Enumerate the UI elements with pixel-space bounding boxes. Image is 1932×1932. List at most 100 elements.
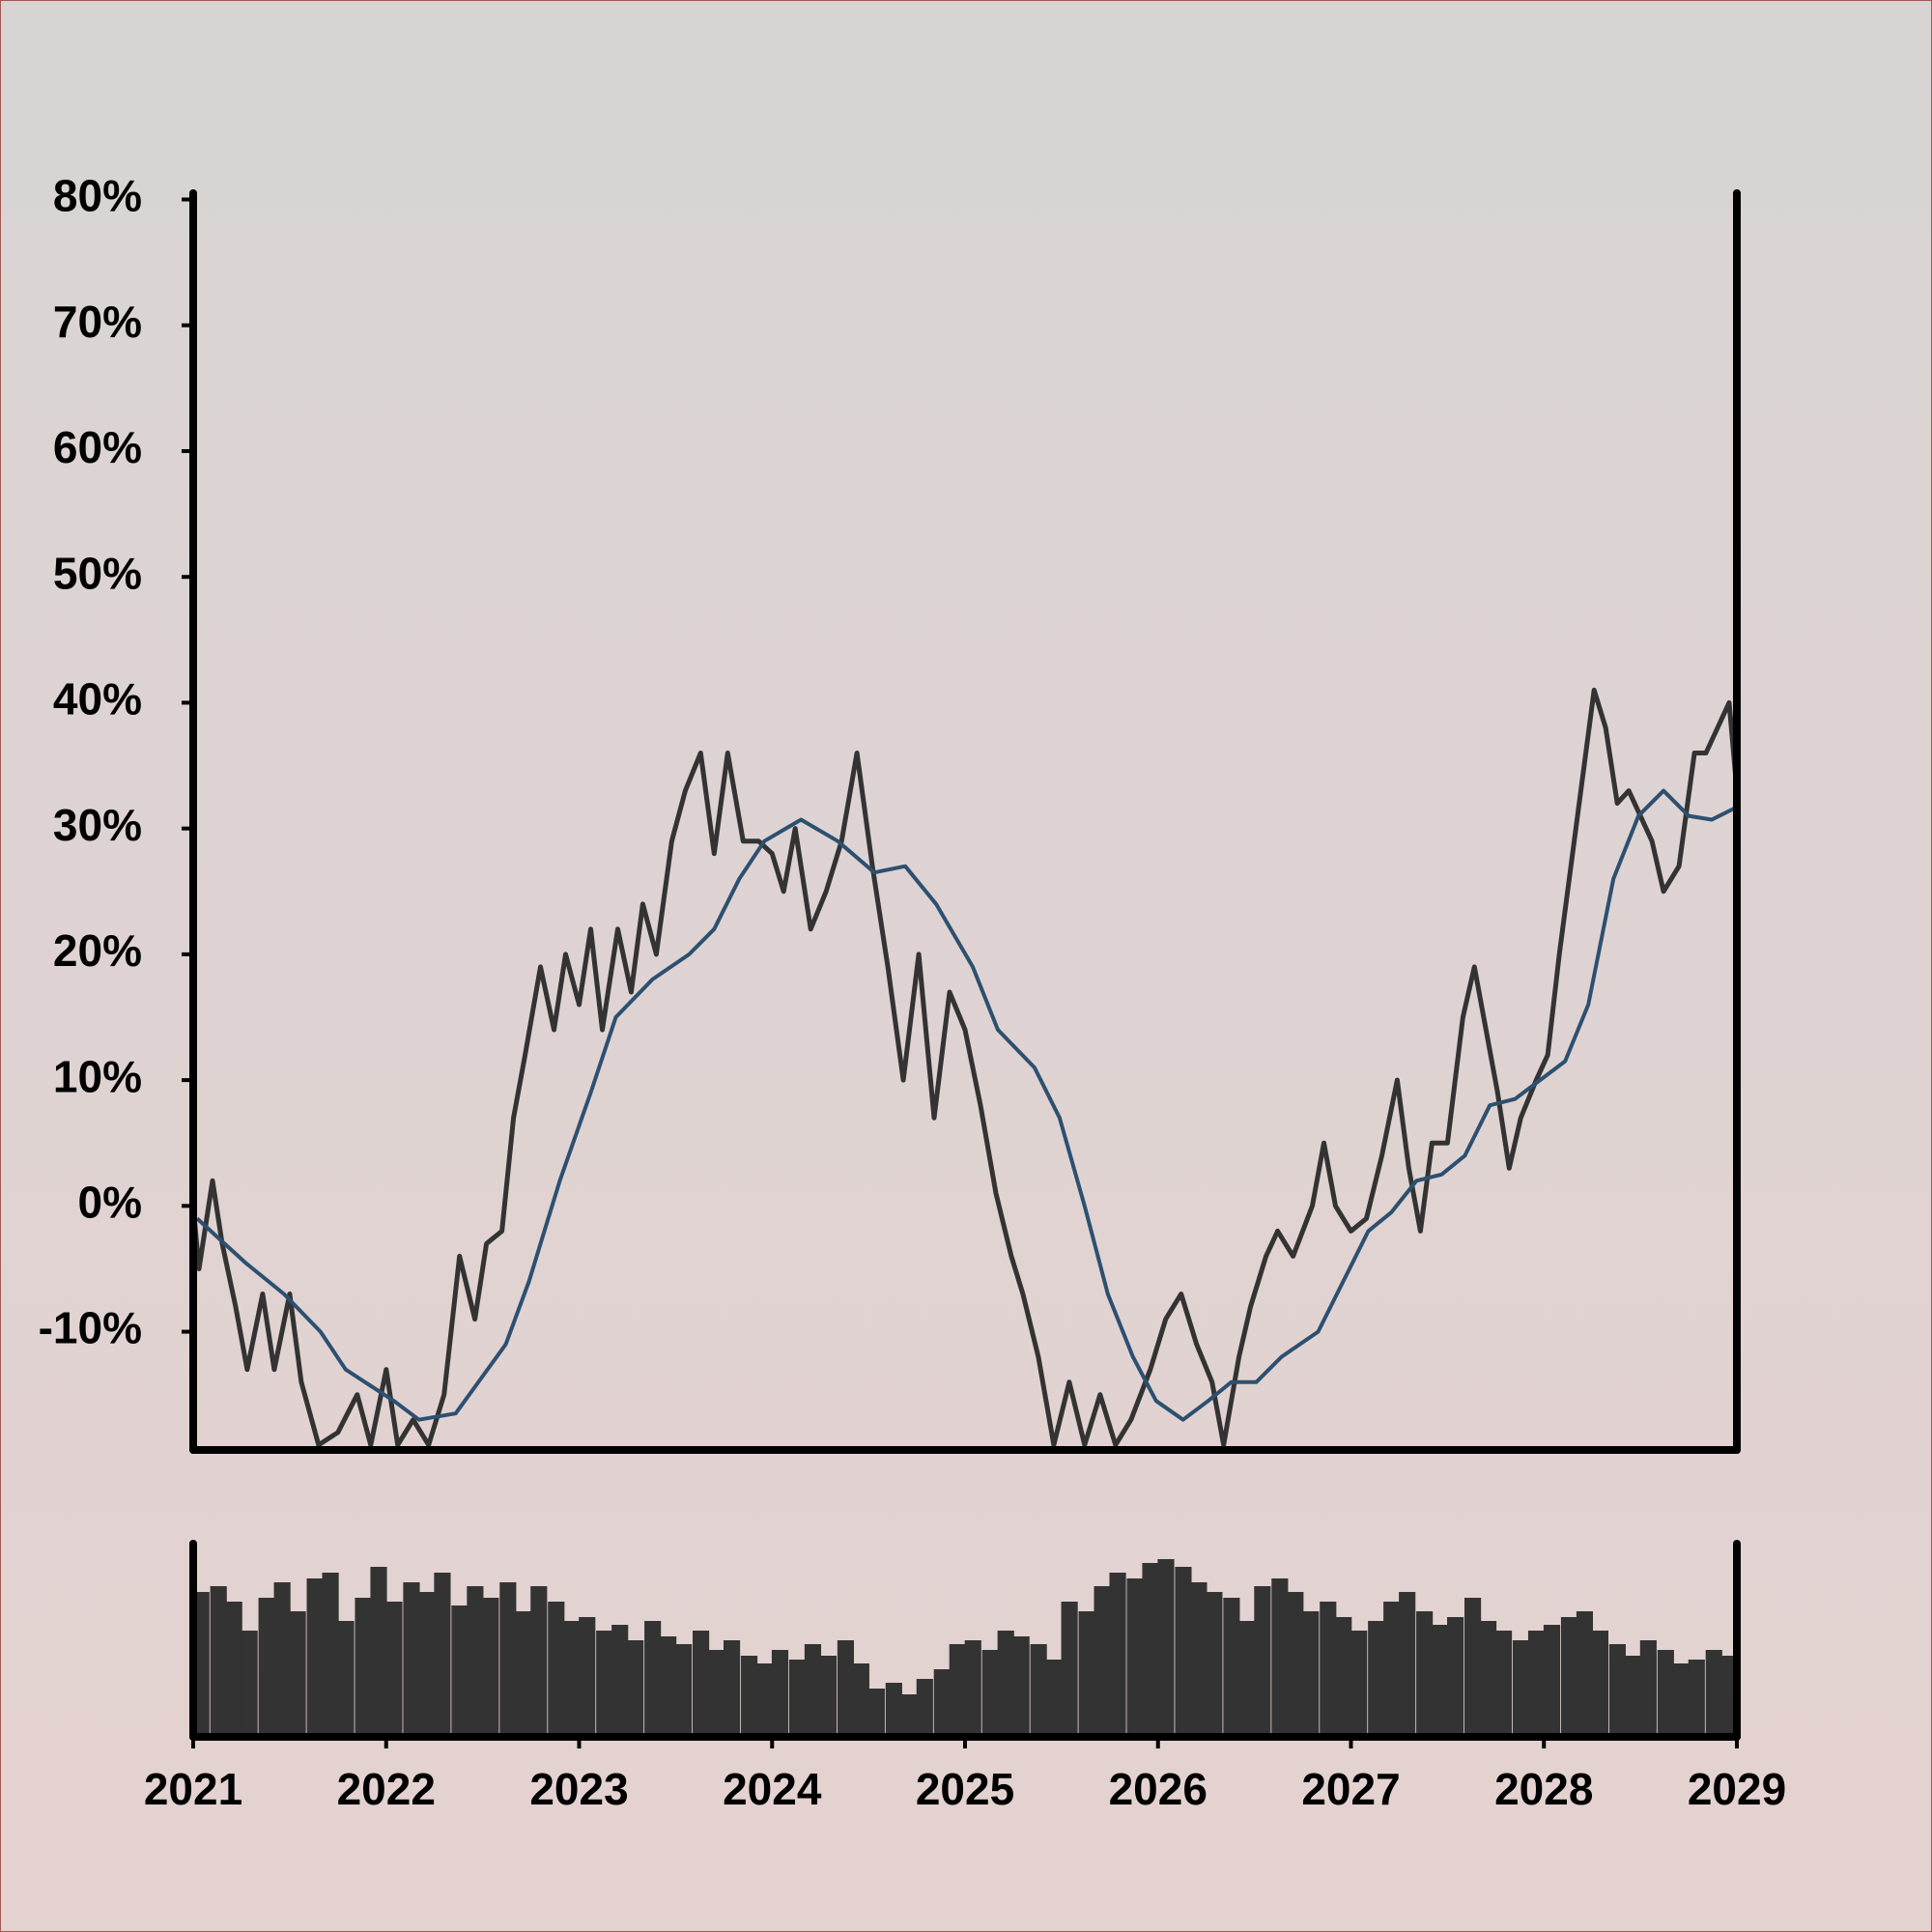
volume-bar [1512,1640,1530,1737]
volume-bar [1254,1586,1271,1737]
x-tick-label: 2021 [144,1764,242,1814]
volume-bar [563,1621,581,1737]
x-tick-label: 2028 [1494,1764,1593,1814]
y-tick-label: -10% [39,1303,142,1353]
volume-bar [385,1602,403,1737]
volume-bar [403,1582,420,1737]
volume-bar [482,1598,499,1737]
volume-bar [1175,1567,1192,1737]
volume-bar [596,1631,613,1737]
volume-bar [675,1644,693,1737]
volume-bar [1494,1631,1513,1737]
volume-bar [885,1683,902,1737]
volume-bar [1416,1611,1434,1737]
volume-bar [1560,1617,1578,1737]
volume-bar [740,1656,758,1737]
volume-bar [1383,1602,1401,1737]
volume-bar [660,1636,677,1737]
volume-bar [949,1644,966,1737]
plot-area [193,687,1737,1448]
volume-bar [1142,1563,1159,1737]
volume-bar [1061,1602,1078,1737]
volume-bar [1527,1631,1546,1737]
y-tick-label: 60% [53,422,142,472]
volume-bar [771,1650,789,1737]
volume-bar [1109,1573,1126,1737]
volume-bar [933,1669,951,1737]
volume-bar [900,1694,918,1737]
volume-bar [1368,1621,1385,1737]
y-tick-label: 70% [53,297,142,347]
volume-bar [1190,1582,1208,1737]
volume-bar [852,1663,869,1737]
x-tick-label: 2027 [1301,1764,1400,1814]
y-tick-label: 50% [53,548,142,598]
volume-bar [355,1598,372,1737]
x-tick-label: 2023 [529,1764,628,1814]
y-tick-label: 80% [53,171,142,221]
volume-bar [1350,1631,1368,1737]
volume-bar [1672,1663,1690,1737]
volume-bar [1223,1598,1240,1737]
volume-bar [1608,1644,1626,1737]
y-tick-label: 30% [53,800,142,850]
volume-bar [1094,1586,1111,1737]
volume-bar [548,1602,565,1737]
volume-bar [1012,1636,1030,1737]
volume-bar [1705,1650,1722,1737]
volume-bar [258,1598,275,1737]
volume-bar [1432,1625,1449,1737]
volume-bar [644,1621,662,1737]
volume-bar [981,1650,999,1737]
volume-bar [1335,1617,1352,1737]
volume-bar [1157,1559,1175,1737]
volume-bar [1639,1640,1657,1737]
volume-bar [1464,1598,1482,1737]
volume-bar [867,1689,885,1737]
volume-bar [997,1631,1014,1737]
y-tick-label: 20% [53,925,142,976]
x-tick-label: 2025 [916,1764,1014,1814]
volume-bar [322,1573,339,1737]
volume-area [192,1559,1738,1737]
x-tick-label: 2022 [337,1764,436,1814]
volume-bar [804,1644,822,1737]
volume-bar [1271,1578,1289,1737]
volume-bar [819,1656,838,1737]
volume-bar [225,1602,242,1737]
volume-bar [788,1660,807,1737]
volume-bar [1624,1656,1641,1737]
volume-bar [1078,1611,1095,1737]
volume-bar [1479,1621,1497,1737]
y-tick-label: 10% [53,1051,142,1101]
volume-bar [627,1640,644,1737]
volume-bar [1045,1660,1063,1737]
volume-bar [306,1578,324,1737]
volume-bar [1126,1578,1144,1737]
x-tick-label: 2024 [723,1764,822,1814]
volume-bar [467,1586,484,1737]
volume-bar [837,1640,854,1737]
volume-bar [579,1617,596,1737]
volume-bar [1320,1602,1337,1737]
volume-bar [611,1625,629,1737]
volume-bar [337,1621,355,1737]
volume-bar [499,1582,517,1737]
volume-bar [1447,1617,1464,1737]
volume-bar [370,1567,387,1737]
y-tick-label: 40% [53,674,142,724]
volume-bar [1287,1592,1304,1737]
x-tick-label: 2026 [1109,1764,1208,1814]
axes: -10% 0% 10% 20% 30% 40% 50% 60% 70% 80% 2021 2022 20… [39,171,1787,1814]
volume-bar [1591,1631,1609,1737]
line [193,687,1737,1448]
x-tick-label: 2029 [1688,1764,1786,1814]
volume-bar [1399,1592,1416,1737]
volume-bar [707,1650,725,1737]
y-tick-label: 0% [78,1178,142,1228]
volume-bar [1302,1611,1320,1737]
volume-bar [964,1640,981,1737]
volume-bar [1543,1625,1561,1737]
volume-bar [210,1586,227,1737]
